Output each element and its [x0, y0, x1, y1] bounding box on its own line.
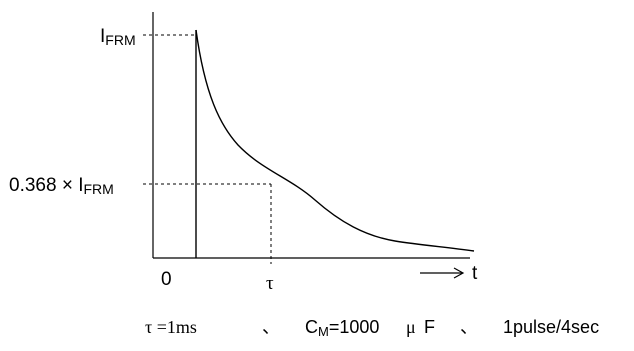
- tau-label: τ: [266, 273, 274, 294]
- time-arrow-head: [453, 267, 465, 279]
- decay-level-label: 0.368 × IFRM: [9, 175, 114, 197]
- origin-label: 0: [161, 269, 172, 290]
- time-label: t: [472, 263, 478, 284]
- caption-separator-2: 、: [460, 317, 478, 337]
- caption-pulse: 1pulse/4sec: [503, 317, 599, 337]
- caption-separator-1: 、: [262, 317, 280, 337]
- caption-tau: τ =1ms: [145, 317, 197, 337]
- caption-cm: CM=1000: [305, 317, 379, 339]
- caption-mu: μ: [406, 317, 416, 337]
- decay-curve: [195, 29, 475, 252]
- caption-farad: F: [424, 317, 435, 337]
- peak-label: IFRM: [100, 26, 136, 48]
